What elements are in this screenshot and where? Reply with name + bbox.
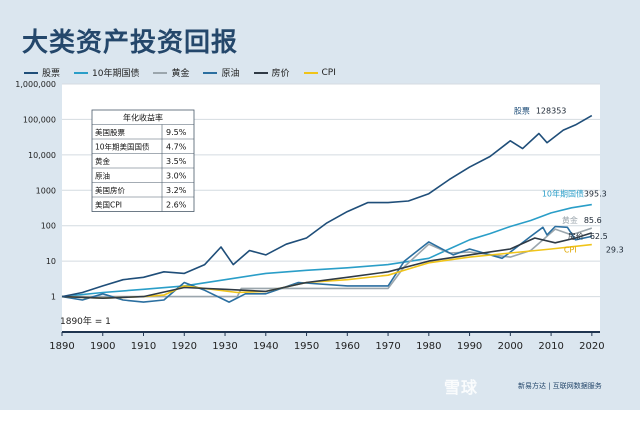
series-end-name: CPI [564,246,577,255]
legend-item: 房价 [253,66,290,79]
source-label: 新易方达 | 互联网数据服务 [518,382,602,390]
table-row-value: 3.0% [166,172,187,181]
series-line [61,232,593,299]
table-row-value: 3.5% [166,157,187,166]
legend: 股票 10年期国债 黄金 原油 房价 CPI [24,66,336,79]
series-end-name: 10年期国债 [542,189,584,199]
legend-item: 股票 [24,66,60,79]
legend-item: 黄金 [153,66,189,79]
series-line [61,203,592,298]
y-tick-label: 1,000,000 [15,80,56,89]
x-tick-label: 1950 [294,341,319,352]
legend-swatch [303,71,318,74]
legend-item: 原油 [203,66,240,79]
legend-label: 原油 [221,69,240,79]
x-tick-label: 1920 [172,341,197,352]
x-tick-label: 2000 [498,341,523,352]
legend-label: CPI [321,67,336,78]
legend-swatch [74,71,89,74]
watermark: 雪球 [444,378,479,397]
table-row-value: 9.5% [166,128,187,137]
series-end-value: 29.3 [606,246,624,255]
y-tick-label: 100 [41,222,56,231]
table-row-label: 原油 [95,171,110,181]
x-tick-label: 1900 [90,341,115,352]
x-tick-label: 1930 [212,341,237,352]
base-annotation: 1890年 = 1 [60,315,111,327]
series-end-name: 黄金 [562,215,578,225]
legend-label: 10年期国债 [92,69,140,79]
table-row-value: 3.2% [166,186,187,195]
series-line [61,225,592,303]
x-tick-label: 1960 [335,341,360,352]
x-tick-label: 1890 [49,341,74,352]
series-line [61,114,593,298]
series-end-value: 85.6 [584,216,602,225]
table-row-label: 美国房价 [95,185,125,195]
x-tick-label: 2020 [579,341,604,352]
series-end-value: 128353 [536,107,567,116]
legend-swatch [203,71,218,74]
table-row-label: 美国CPI [95,200,122,210]
series-end-value: 395.3 [584,190,607,199]
legend-label: 黄金 [171,69,190,79]
legend-swatch [24,71,38,74]
table-title: 年化收益率 [123,113,163,123]
y-tick-label: 1 [51,293,56,302]
chart-title: 大类资产投资回报 [22,28,239,58]
x-tick-label: 2010 [538,341,563,352]
series-line [61,243,592,299]
y-tick-label: 1000 [36,186,56,195]
x-tick-label: 1970 [375,341,400,352]
series-end-name: 股票 [514,107,530,116]
table-row-value: 4.7% [166,143,187,152]
y-tick-label: 10,000 [28,151,56,160]
y-tick-label: 10 [46,257,56,266]
series-end-name: 房价 [568,231,584,241]
legend-item: 10年期国债 [74,66,139,79]
legend-label: 房价 [271,69,290,79]
x-tick-label: 1990 [457,341,482,352]
return-table [91,109,195,212]
series-end-value: 62.5 [590,232,608,241]
table-row-label: 美国股票 [95,127,125,137]
legend-swatch [253,71,268,74]
table-row-value: 2.6% [166,201,187,210]
y-tick-label: 100,000 [23,115,56,124]
table-row-label: 黄金 [95,156,110,166]
x-tick-label: 1940 [253,341,278,352]
legend-label: 股票 [42,69,61,79]
legend-swatch [153,71,168,74]
x-tick-label: 1980 [416,341,441,352]
legend-item: CPI [303,66,336,79]
table-row-label: 10年期美国国债 [95,142,150,152]
x-tick-label: 1910 [131,341,156,352]
